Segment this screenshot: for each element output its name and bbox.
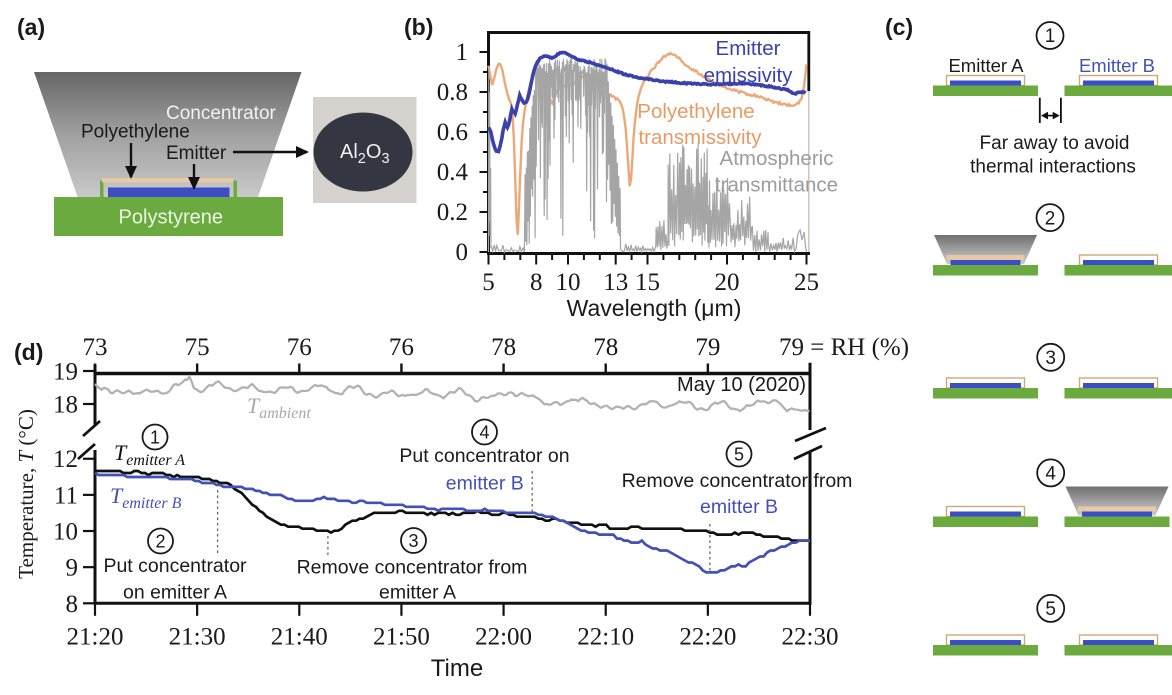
svg-text:Time: Time — [431, 655, 483, 682]
svg-text:Atmospheric: Atmospheric — [720, 147, 834, 170]
svg-text:5: 5 — [1045, 599, 1056, 620]
svg-text:Emitter: Emitter — [166, 143, 227, 164]
svg-text:emissivity: emissivity — [704, 64, 794, 87]
svg-text:on emitter A: on emitter A — [123, 582, 227, 604]
svg-text:Al2O3: Al2O3 — [340, 141, 390, 167]
svg-text:75: 75 — [185, 334, 210, 361]
svg-text:Temitter A: Temitter A — [114, 440, 185, 469]
svg-text:1: 1 — [456, 39, 469, 66]
svg-text:78: 78 — [491, 334, 516, 361]
svg-text:13: 13 — [603, 269, 628, 296]
svg-text:transmittance: transmittance — [715, 174, 838, 197]
svg-text:Emitter A: Emitter A — [948, 55, 1024, 76]
svg-text:10: 10 — [556, 269, 581, 296]
svg-text:thermal interactions: thermal interactions — [970, 157, 1136, 178]
svg-text:76: 76 — [287, 334, 312, 361]
svg-text:5: 5 — [734, 444, 744, 464]
svg-text:0.8: 0.8 — [437, 79, 468, 106]
svg-text:Put concentrator: Put concentrator — [103, 555, 247, 577]
svg-text:Tambient: Tambient — [247, 393, 311, 422]
svg-text:22:30: 22:30 — [782, 624, 839, 651]
svg-text:10: 10 — [53, 519, 78, 546]
svg-text:73: 73 — [83, 334, 108, 361]
svg-text:(b): (b) — [404, 14, 433, 40]
svg-text:0.6: 0.6 — [437, 119, 468, 146]
svg-text:Emitter B: Emitter B — [1079, 55, 1155, 76]
svg-text:3: 3 — [408, 531, 418, 551]
svg-text:2: 2 — [155, 531, 165, 551]
svg-text:21:50: 21:50 — [373, 624, 430, 651]
svg-text:May 10 (2020): May 10 (2020) — [677, 374, 806, 396]
svg-text:3: 3 — [1045, 348, 1056, 369]
svg-text:4: 4 — [479, 422, 489, 442]
svg-text:15: 15 — [635, 269, 660, 296]
svg-text:76: 76 — [389, 334, 414, 361]
svg-text:2: 2 — [1045, 208, 1056, 229]
svg-text:Remove concentrator from: Remove concentrator from — [297, 557, 528, 579]
svg-text:emitter A: emitter A — [379, 582, 456, 604]
svg-text:79 = RH (%): 79 = RH (%) — [779, 334, 909, 361]
svg-text:21:30: 21:30 — [169, 624, 226, 651]
svg-text:0: 0 — [456, 239, 469, 266]
svg-text:1: 1 — [150, 427, 160, 447]
svg-text:Polyethylene: Polyethylene — [637, 100, 754, 123]
svg-text:(a): (a) — [17, 14, 45, 40]
svg-text:(d): (d) — [14, 339, 43, 365]
svg-text:25: 25 — [794, 269, 819, 296]
svg-text:22:10: 22:10 — [577, 624, 634, 651]
svg-text:Emitter: Emitter — [716, 37, 781, 60]
svg-text:1: 1 — [1045, 26, 1056, 47]
svg-text:Put concentrator on: Put concentrator on — [399, 445, 569, 467]
svg-text:(c): (c) — [885, 14, 913, 40]
svg-text:4: 4 — [1045, 464, 1056, 485]
svg-text:Polystyrene: Polystyrene — [119, 207, 224, 229]
svg-text:0.2: 0.2 — [437, 199, 468, 226]
svg-text:0.4: 0.4 — [437, 159, 469, 186]
svg-text:Temperature, T (°C): Temperature, T (°C) — [14, 409, 38, 579]
svg-text:8: 8 — [66, 591, 79, 618]
svg-text:Polyethylene: Polyethylene — [81, 122, 190, 143]
svg-text:19: 19 — [53, 359, 78, 386]
svg-text:emitter B: emitter B — [446, 473, 524, 495]
svg-text:Far away to avoid: Far away to avoid — [980, 133, 1130, 154]
svg-text:8: 8 — [530, 269, 543, 296]
svg-text:5: 5 — [482, 269, 495, 296]
svg-text:Remove concentrator from: Remove concentrator from — [622, 470, 853, 492]
svg-text:22:20: 22:20 — [679, 624, 736, 651]
svg-text:11: 11 — [54, 482, 78, 509]
svg-text:12: 12 — [53, 446, 78, 473]
svg-text:Concentrator: Concentrator — [166, 103, 277, 124]
svg-text:21:20: 21:20 — [67, 624, 124, 651]
svg-text:20: 20 — [715, 269, 740, 296]
svg-text:transmissivity: transmissivity — [638, 126, 762, 149]
svg-text:9: 9 — [66, 555, 79, 582]
svg-text:emitter B: emitter B — [700, 496, 778, 518]
svg-text:Wavelength (μm): Wavelength (μm) — [567, 295, 742, 321]
svg-text:21:40: 21:40 — [271, 624, 328, 651]
svg-text:22:00: 22:00 — [475, 624, 532, 651]
svg-text:79: 79 — [695, 334, 720, 361]
svg-text:18: 18 — [53, 392, 78, 419]
svg-text:Temitter B: Temitter B — [110, 483, 182, 512]
svg-text:78: 78 — [593, 334, 618, 361]
